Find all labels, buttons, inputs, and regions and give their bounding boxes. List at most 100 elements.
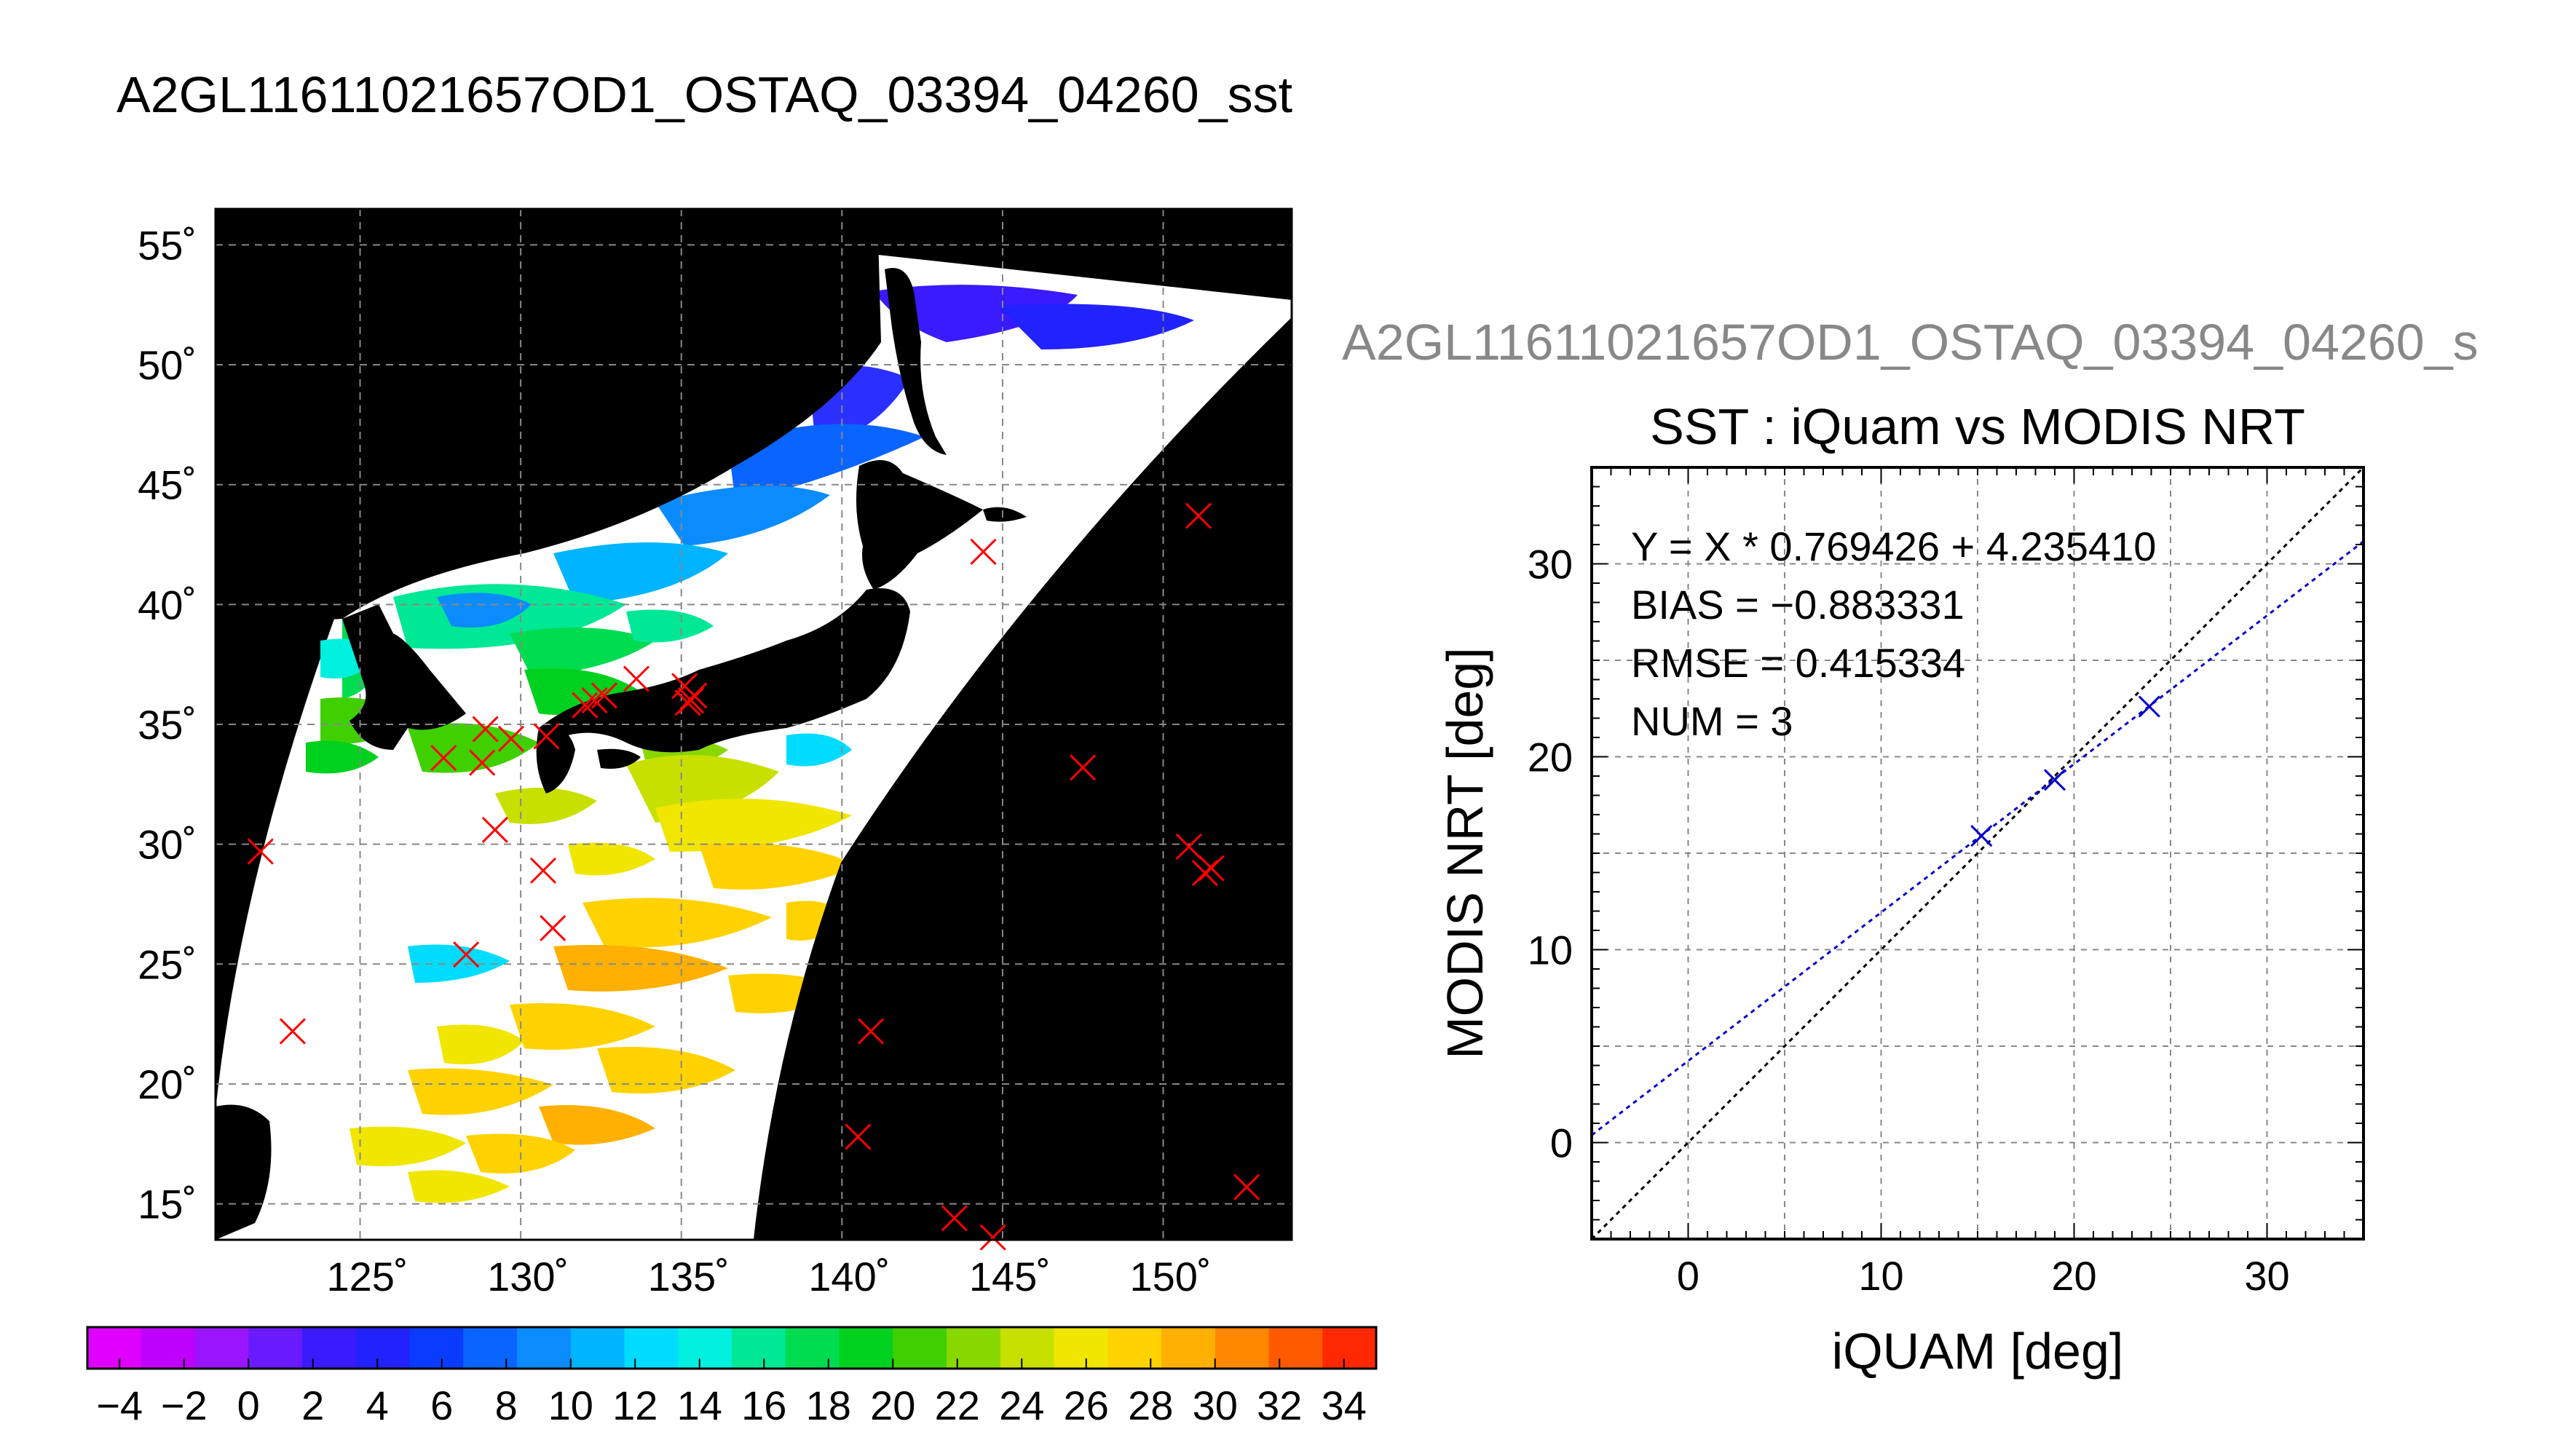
identity-line (1592, 467, 2364, 1239)
x-mark-icon (970, 538, 997, 565)
map-lat-tick-label: 20˚ (138, 1061, 197, 1107)
colorbar-cell (1268, 1327, 1323, 1369)
colorbar-cell (1107, 1327, 1162, 1369)
colorbar-tick-label: 22 (935, 1382, 980, 1428)
stat-bias: BIAS = −0.883331 (1631, 582, 1964, 628)
scatter-xlabel: iQUAM [deg] (1832, 1323, 2124, 1380)
x-mark-icon (1070, 754, 1097, 781)
colorbar-tick-label: 10 (548, 1382, 593, 1428)
x-mark-icon (540, 914, 566, 941)
map-lat-tick-label: 50˚ (138, 342, 197, 388)
sakhalin-land (885, 268, 947, 455)
colorbar-cell (1000, 1327, 1054, 1369)
taiwan-land (216, 1104, 272, 1240)
colorbar-tick-label: 6 (430, 1382, 453, 1428)
x-mark-icon (845, 1123, 872, 1150)
colorbar-cell (947, 1327, 1001, 1369)
scatter-y-tick-labels: 0 10 20 30 (1528, 542, 1573, 1166)
x-mark-icon (941, 1205, 968, 1232)
colorbar-cell (1215, 1327, 1269, 1369)
x-mark-icon (430, 745, 457, 772)
honshu-land (539, 588, 910, 753)
scatter-point (2138, 695, 2160, 718)
scatter-plot-title: SST : iQuam vs MODIS NRT (1650, 398, 2305, 455)
x-mark-icon (623, 665, 650, 692)
shikoku-land (597, 748, 641, 769)
map-lat-tick-label: 30˚ (138, 822, 197, 868)
map-panel: 15˚ 20˚ 25˚ 30˚ 35˚ 40˚ 45˚ 50˚ 55˚ 125˚ 130˚ 135˚… (138, 207, 1293, 1299)
x-mark-icon (591, 682, 617, 709)
map-grid (216, 209, 1292, 1240)
map-markers (247, 502, 1260, 1251)
colorbar-cell (248, 1327, 303, 1369)
x-mark-icon (529, 857, 557, 884)
colorbar-cell (87, 1327, 142, 1369)
colorbar-tick-label: 8 (495, 1382, 518, 1428)
stat-fit-equation: Y = X * 0.769426 + 4.235410 (1631, 523, 2156, 569)
land-masses (216, 209, 1027, 1240)
colorbar-tick-label: 20 (870, 1382, 915, 1428)
colorbar-cell (1322, 1327, 1377, 1369)
colorbar-cell (517, 1327, 572, 1369)
map-lon-tick-label: 130˚ (487, 1254, 569, 1299)
colorbar-frame (86, 1326, 1378, 1370)
colorbar-labels: −4 −2 0 2 4 6 8 10 12 14 16 18 20 22 24 26 28 30 32 34 (96, 1358, 1367, 1428)
map-lon-tick-label: 140˚ (808, 1254, 890, 1299)
colorbar-cell (302, 1327, 357, 1369)
scatter-file-title: A2GL11611021657OD1_OSTAQ_03394_04260_s (1342, 314, 2479, 371)
map-lat-labels: 15˚ 20˚ 25˚ 30˚ 35˚ 40˚ 45˚ 50˚ 55˚ (138, 222, 197, 1227)
scatter-grid (1592, 467, 2364, 1239)
x-mark-icon (453, 941, 480, 968)
colorbar-tick-label: 0 (237, 1382, 260, 1428)
scatter-y-tick-label: 10 (1528, 927, 1573, 973)
scatter-x-tick-label: 30 (2244, 1253, 2289, 1299)
scatter-minor-ticks (1591, 467, 2364, 1240)
colorbar-cell (1054, 1327, 1108, 1369)
colorbar-tick-label: 18 (806, 1382, 851, 1428)
map-lon-tick-label: 150˚ (1129, 1254, 1211, 1299)
scatter-y-tick-label: 20 (1528, 735, 1573, 780)
map-lat-tick-label: 55˚ (138, 222, 197, 268)
scatter-points (1970, 695, 2160, 847)
map-frame (214, 207, 1293, 1241)
hokkaido-land (856, 460, 983, 590)
map-lat-tick-label: 45˚ (138, 462, 197, 508)
x-mark-icon (1191, 860, 1218, 887)
scatter-panel: SST : iQuam vs MODIS NRT 0 10 20 30 0 10 20 30… (1437, 398, 2365, 1380)
scatter-ylabel: MODIS NRT [deg] (1437, 647, 1493, 1059)
x-mark-icon (1198, 855, 1225, 882)
colorbar-cell (141, 1327, 195, 1369)
scatter-point (1970, 825, 1993, 847)
colorbar-tick-label: −4 (96, 1382, 143, 1428)
x-mark-icon (1175, 833, 1202, 860)
colorbar-cell (785, 1327, 840, 1369)
x-mark-icon (533, 723, 560, 750)
colorbar-tick-label: 24 (999, 1382, 1044, 1428)
scatter-x-tick-labels: 0 10 20 30 (1677, 1253, 2290, 1299)
colorbar-cell (732, 1327, 786, 1369)
main-title: A2GL11611021657OD1_OSTAQ_03394_04260_sst (117, 66, 1293, 123)
x-mark-icon (279, 1018, 306, 1045)
colorbar-tick-label: 2 (301, 1382, 324, 1428)
kuril-islands (983, 507, 1027, 522)
colorbar-tick-label: 16 (741, 1382, 786, 1428)
scatter-x-tick-label: 20 (2051, 1253, 2096, 1299)
x-mark-icon (677, 687, 705, 714)
colorbar-tick-label: 12 (612, 1382, 657, 1428)
colorbar-tick-label: 34 (1322, 1382, 1367, 1428)
x-mark-icon (1233, 1174, 1260, 1200)
mainland-asia-land (216, 209, 881, 626)
satellite-swath (216, 251, 1292, 1240)
colorbar-tick-label: 14 (677, 1382, 722, 1428)
colorbar-cells (87, 1327, 1377, 1369)
colorbar-cell (839, 1327, 893, 1369)
x-mark-icon (857, 1018, 885, 1045)
korea-land (342, 604, 466, 750)
x-mark-icon (979, 1224, 1006, 1251)
colorbar-tick-label: −2 (161, 1382, 208, 1428)
map-lon-tick-label: 145˚ (969, 1254, 1051, 1299)
colorbar-tick-label: 30 (1193, 1382, 1238, 1428)
colorbar-tick-label: 32 (1257, 1382, 1302, 1428)
colorbar-cell (678, 1327, 732, 1369)
